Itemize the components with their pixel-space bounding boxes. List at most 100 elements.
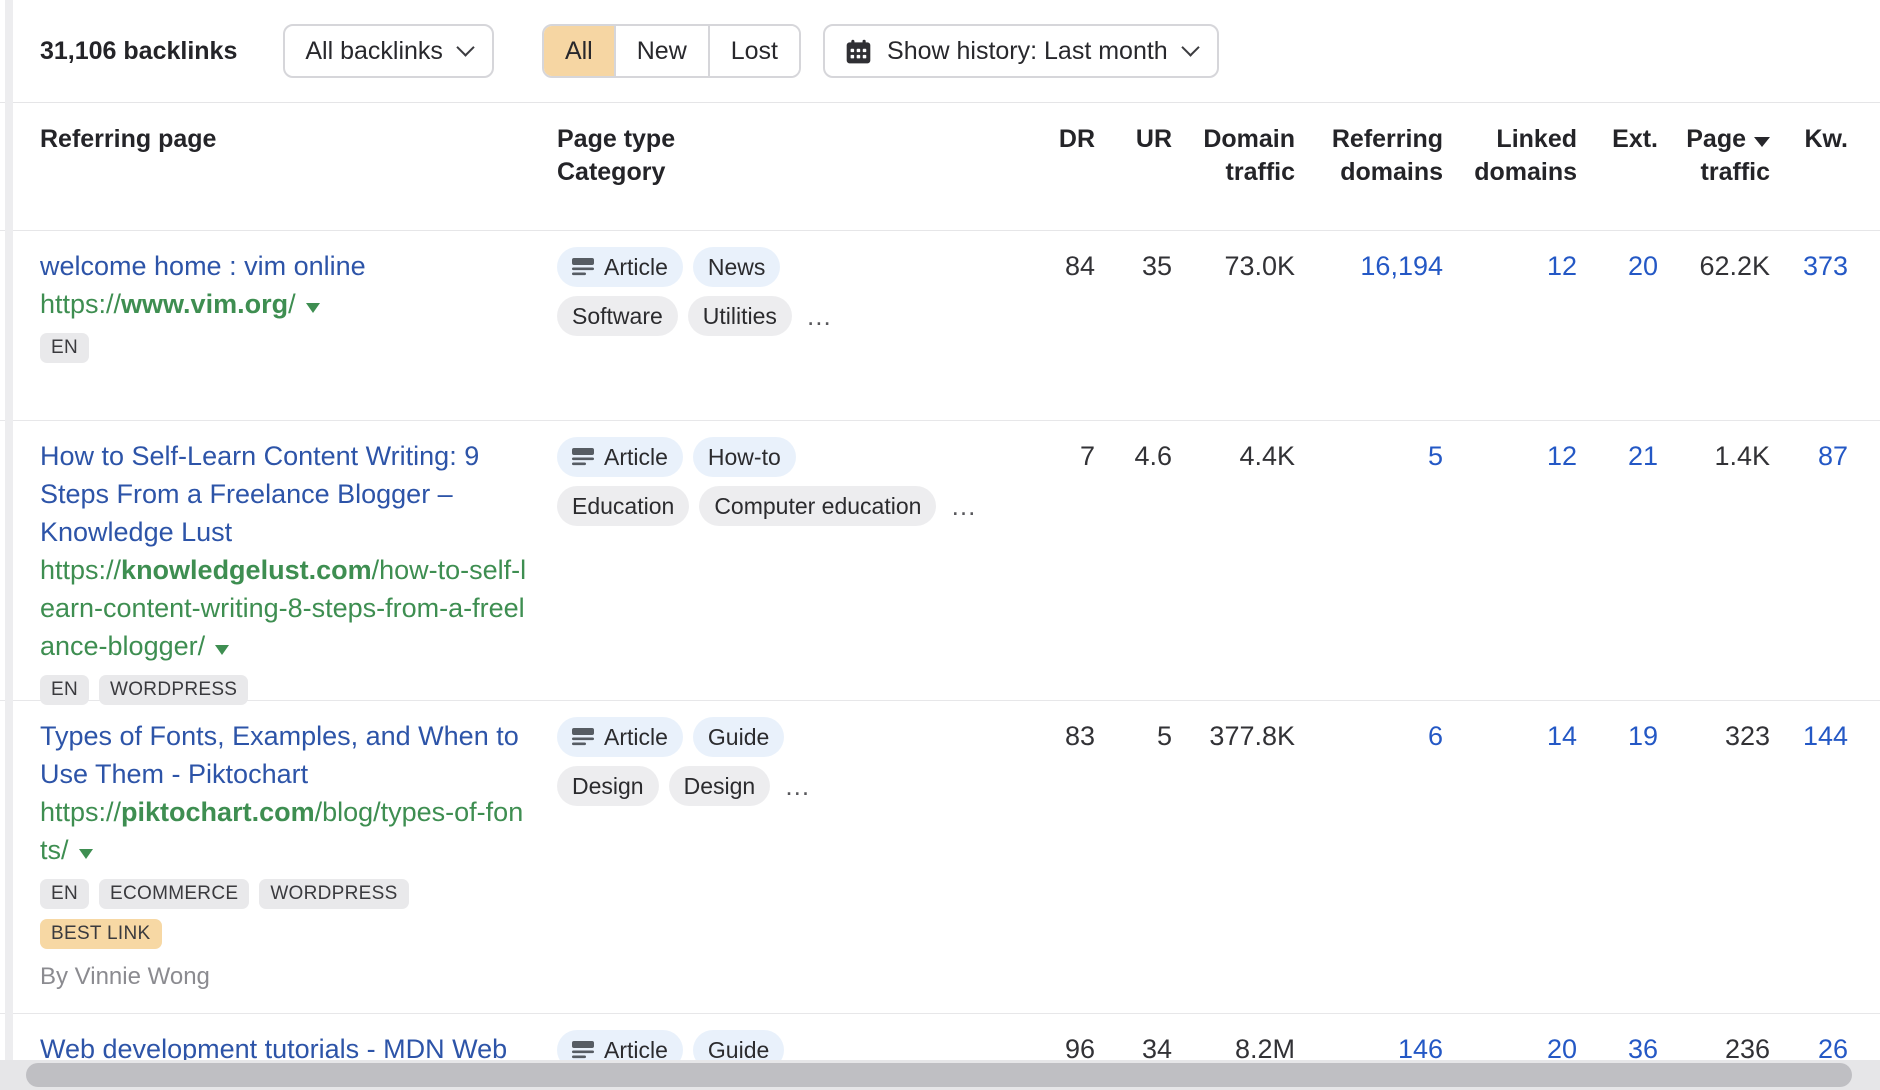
page-type-cell: Article Guide Design Design… xyxy=(557,701,977,1013)
column-header-kw[interactable]: Kw. xyxy=(1804,125,1848,153)
referring-domains-value[interactable]: 6 xyxy=(1427,721,1443,751)
toolbar: 31,106 backlinks All backlinks All New Los… xyxy=(0,0,1880,103)
backlinks-type-label: All backlinks xyxy=(305,36,443,65)
dr-value: 96 xyxy=(1064,1034,1095,1064)
triangle-down-icon[interactable] xyxy=(305,303,320,313)
column-header-ext[interactable]: Ext. xyxy=(1612,125,1658,153)
ext-value[interactable]: 20 xyxy=(1627,251,1658,281)
column-header-page-type[interactable]: Page type Category xyxy=(557,125,676,186)
kw-value[interactable]: 373 xyxy=(1802,251,1848,281)
ur-value: 4.6 xyxy=(1134,441,1172,471)
badge-row: EN WORDPRESS xyxy=(40,675,530,705)
article-icon xyxy=(572,728,594,746)
referring-page-title[interactable]: How to Self-Learn Content Writing: 9 Ste… xyxy=(40,441,480,547)
horizontal-scrollbar-track xyxy=(0,1060,1880,1090)
category-pill: Education xyxy=(557,486,690,526)
triangle-down-icon[interactable] xyxy=(78,849,93,859)
referring-domains-value[interactable]: 146 xyxy=(1397,1034,1443,1064)
referring-page-url[interactable]: https://www.vim.org/ xyxy=(40,285,530,323)
referring-page-title[interactable]: Types of Fonts, Examples, and When to Us… xyxy=(40,721,519,789)
ext-value[interactable]: 36 xyxy=(1627,1034,1658,1064)
kw-value[interactable]: 144 xyxy=(1802,721,1848,751)
category-pill: Software xyxy=(557,296,678,336)
more-tags[interactable]: … xyxy=(784,770,813,801)
domain-traffic-value: 73.0K xyxy=(1224,251,1295,281)
referring-domains-value[interactable]: 16,194 xyxy=(1360,251,1443,281)
page-traffic-value: 323 xyxy=(1724,721,1770,751)
page-type-cell: Article How-to Education Computer education… xyxy=(557,421,977,700)
show-history-label: Show history: Last month xyxy=(887,36,1168,65)
badge-row: EN ECOMMERCE WORDPRESS xyxy=(40,879,530,909)
domain-traffic-value: 377.8K xyxy=(1209,721,1295,751)
page-type-pill: News xyxy=(692,247,781,287)
kw-value[interactable]: 26 xyxy=(1817,1034,1848,1064)
dr-value: 83 xyxy=(1064,721,1095,751)
more-tags[interactable]: … xyxy=(805,300,834,331)
page-type-pill: Article xyxy=(557,437,683,477)
domain-traffic-value: 4.4K xyxy=(1239,441,1295,471)
segment-lost[interactable]: Lost xyxy=(707,26,800,76)
category-pill: Utilities xyxy=(687,296,792,336)
column-header-page-traffic[interactable]: Page traffic xyxy=(1686,125,1770,186)
linked-domains-value[interactable]: 14 xyxy=(1546,721,1577,751)
linked-domains-value[interactable]: 20 xyxy=(1546,1034,1577,1064)
article-icon xyxy=(572,1041,594,1059)
article-icon xyxy=(572,448,594,466)
table-header: Referring page Page type Category DR UR … xyxy=(0,103,1880,231)
column-header-domain-traffic[interactable]: Domain traffic xyxy=(1203,125,1295,186)
column-header-dr[interactable]: DR xyxy=(1058,125,1095,153)
page-traffic-value: 1.4K xyxy=(1714,441,1770,471)
chevron-down-icon xyxy=(1181,38,1200,57)
column-header-referring-page[interactable]: Referring page xyxy=(40,125,217,153)
page-traffic-value: 236 xyxy=(1724,1034,1770,1064)
referring-page-url[interactable]: https://piktochart.com/blog/types-of-fon… xyxy=(40,797,524,865)
column-header-ur[interactable]: UR xyxy=(1135,125,1172,153)
attribute-badge: ECOMMERCE xyxy=(99,879,250,909)
category-pill: Design xyxy=(557,766,659,806)
dr-value: 84 xyxy=(1064,251,1095,281)
domain-traffic-value: 8.2M xyxy=(1234,1034,1295,1064)
attribute-badge: EN xyxy=(40,333,89,363)
more-tags[interactable]: … xyxy=(950,490,979,521)
attribute-badge: EN xyxy=(40,879,89,909)
referring-page-cell: welcome home : vim online https://www.vim… xyxy=(40,231,530,420)
ext-value[interactable]: 19 xyxy=(1627,721,1658,751)
ext-value[interactable]: 21 xyxy=(1627,441,1658,471)
triangle-down-icon[interactable] xyxy=(215,645,230,655)
dr-value: 7 xyxy=(1079,441,1095,471)
backlinks-count: 31,106 backlinks xyxy=(40,36,238,65)
sort-desc-icon xyxy=(1754,137,1770,147)
article-icon xyxy=(572,258,594,276)
best-link-badge: BEST LINK xyxy=(40,919,162,949)
ur-value: 5 xyxy=(1156,721,1172,751)
page-type-cell: Article News Software Utilities … xyxy=(557,231,977,420)
segment-new[interactable]: New xyxy=(613,26,708,76)
column-header-referring-domains[interactable]: Referring domains xyxy=(1331,125,1443,186)
table-row: Types of Fonts, Examples, and When to Us… xyxy=(0,700,1880,1013)
table-row: How to Self-Learn Content Writing: 9 Ste… xyxy=(0,420,1880,705)
category-pill: Computer education xyxy=(699,486,937,526)
page-traffic-value: 62.2K xyxy=(1699,251,1770,281)
attribute-badge: EN xyxy=(40,675,89,705)
horizontal-scrollbar-thumb[interactable] xyxy=(26,1063,1852,1087)
page-type-pill: How-to xyxy=(692,437,796,477)
referring-page-url[interactable]: https://knowledgelust.com/how-to-self-le… xyxy=(40,555,527,661)
linked-domains-value[interactable]: 12 xyxy=(1546,441,1577,471)
table-row: welcome home : vim online https://www.vim… xyxy=(0,231,1880,420)
segment-all[interactable]: All xyxy=(543,26,614,76)
kw-value[interactable]: 87 xyxy=(1817,441,1848,471)
backlinks-type-dropdown[interactable]: All backlinks xyxy=(283,24,494,78)
page-type-pill: Article xyxy=(557,247,683,287)
calendar-icon xyxy=(845,38,887,65)
referring-page-title[interactable]: welcome home : vim online xyxy=(40,251,366,281)
linked-domains-value[interactable]: 12 xyxy=(1546,251,1577,281)
chevron-down-icon xyxy=(456,38,475,57)
attribute-badge: WORDPRESS xyxy=(99,675,249,705)
column-header-linked-domains[interactable]: Linked domains xyxy=(1474,125,1577,186)
referring-domains-value[interactable]: 5 xyxy=(1427,441,1443,471)
window-edge xyxy=(5,0,13,1090)
show-history-button[interactable]: Show history: Last month xyxy=(823,24,1219,78)
badge-row: EN xyxy=(40,333,530,363)
attribute-badge: WORDPRESS xyxy=(259,879,409,909)
